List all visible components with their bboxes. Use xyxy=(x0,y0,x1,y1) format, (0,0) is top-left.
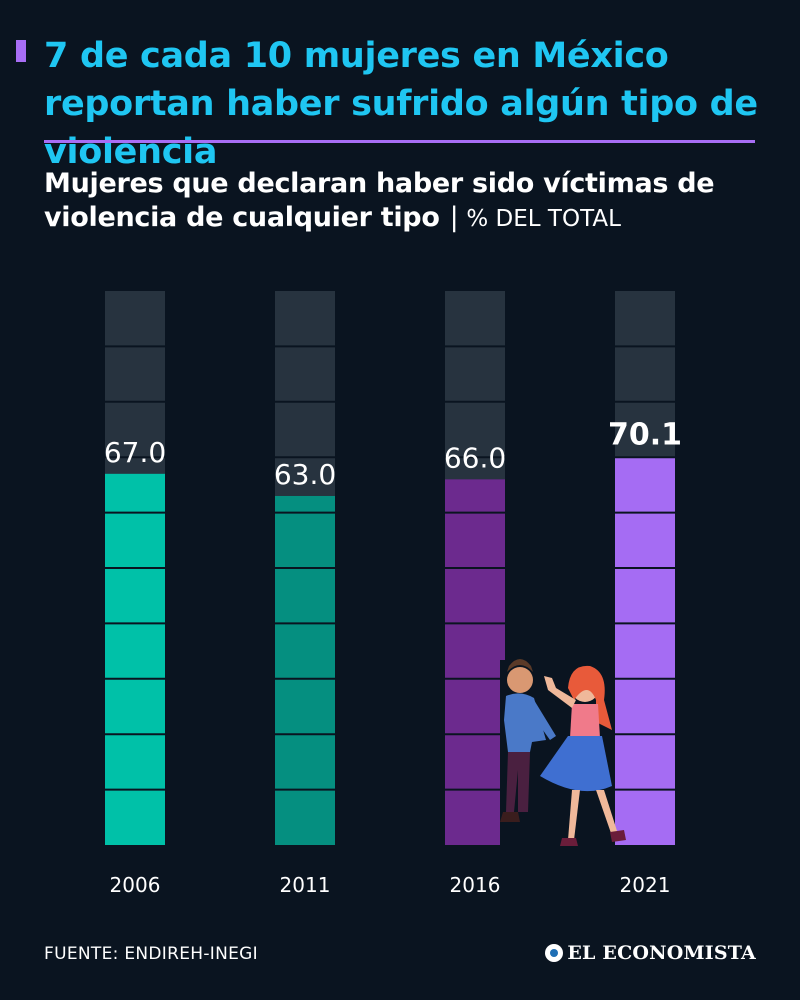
category-label-2011: 2011 xyxy=(280,873,331,897)
woman-leg-left xyxy=(568,790,580,840)
subtitle-separator: | xyxy=(449,202,459,233)
man-arm xyxy=(530,700,556,740)
bar-2016 xyxy=(445,479,505,845)
brand-logo: EL ECONOMISTA xyxy=(545,942,756,964)
bar-2011 xyxy=(275,495,335,845)
man-shoe xyxy=(500,812,520,822)
subtitle-text: Mujeres que declaran haber sido víctimas… xyxy=(44,168,715,233)
woman-top xyxy=(570,704,600,738)
couple-illustration xyxy=(500,659,626,850)
category-label-2016: 2016 xyxy=(450,873,501,897)
page-title: 7 de cada 10 mujeres en México reportan … xyxy=(44,36,758,172)
value-label-2006: 67.0 xyxy=(104,436,166,469)
chart-subtitle: Mujeres que declaran haber sido víctimas… xyxy=(44,167,784,236)
man-hair xyxy=(507,659,533,672)
woman-leg-right xyxy=(596,790,618,836)
man-head xyxy=(507,667,533,693)
woman-shoe xyxy=(560,838,578,846)
brand-name: EL ECONOMISTA xyxy=(567,942,756,964)
woman-shoe xyxy=(610,830,626,842)
unit-label: % DEL TOTAL xyxy=(466,206,621,232)
woman-skirt xyxy=(540,736,612,792)
title-divider xyxy=(44,140,755,143)
category-label-2021: 2021 xyxy=(620,873,671,897)
man-pants xyxy=(506,752,530,812)
bar-2006 xyxy=(105,473,165,845)
brand-icon xyxy=(545,944,564,962)
source-note: FUENTE: ENDIREH-INEGI xyxy=(44,944,258,964)
woman-hair xyxy=(568,665,612,730)
bar-2021 xyxy=(615,456,675,845)
value-label-2016: 66.0 xyxy=(444,441,506,474)
value-label-2011: 63.0 xyxy=(274,458,336,491)
category-label-2006: 2006 xyxy=(110,873,161,897)
value-label-2021: 70.1 xyxy=(608,418,682,453)
title-marker xyxy=(16,40,26,62)
woman-arm xyxy=(544,676,576,708)
